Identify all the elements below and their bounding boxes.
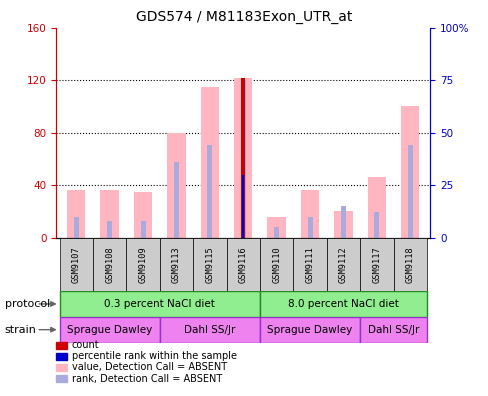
Text: GSM9115: GSM9115 [205, 246, 214, 283]
Bar [260, 317, 360, 343]
Bar [393, 238, 426, 291]
Text: GDS574 / M81183Exon_UTR_at: GDS574 / M81183Exon_UTR_at [136, 10, 352, 24]
Bar [101, 190, 119, 238]
Text: value, Detection Call = ABSENT: value, Detection Call = ABSENT [72, 362, 226, 373]
Text: rank, Detection Call = ABSENT: rank, Detection Call = ABSENT [72, 373, 222, 384]
Text: Dahl SS/Jr: Dahl SS/Jr [184, 325, 235, 335]
Text: percentile rank within the sample: percentile rank within the sample [72, 351, 236, 362]
Bar [260, 291, 426, 317]
Bar [200, 87, 219, 238]
Bar [60, 317, 160, 343]
Text: count: count [72, 340, 99, 350]
Bar [407, 145, 412, 238]
Bar [226, 238, 260, 291]
Text: GSM9117: GSM9117 [372, 246, 381, 283]
Text: Sprague Dawley: Sprague Dawley [267, 325, 352, 335]
Bar [360, 317, 426, 343]
Text: GSM9118: GSM9118 [405, 246, 414, 283]
Bar [260, 238, 293, 291]
Text: GSM9111: GSM9111 [305, 246, 314, 283]
Bar [234, 78, 252, 238]
Text: GSM9116: GSM9116 [238, 246, 247, 283]
Bar [340, 206, 346, 238]
Text: GSM9108: GSM9108 [105, 246, 114, 283]
Bar [167, 133, 185, 238]
Bar [360, 238, 393, 291]
Bar [134, 192, 152, 238]
Bar [60, 291, 260, 317]
Bar [74, 217, 79, 238]
Bar [367, 177, 385, 238]
Text: 0.3 percent NaCl diet: 0.3 percent NaCl diet [104, 299, 215, 309]
Bar [174, 162, 179, 238]
Bar [326, 238, 360, 291]
Bar [207, 145, 212, 238]
Bar [60, 238, 93, 291]
Bar [334, 211, 352, 238]
Bar [242, 175, 244, 238]
Bar [67, 190, 85, 238]
Bar [300, 190, 319, 238]
Bar [93, 238, 126, 291]
Text: GSM9109: GSM9109 [138, 246, 147, 283]
Text: protocol: protocol [5, 299, 50, 309]
Bar [160, 238, 193, 291]
Bar [107, 221, 112, 238]
Text: strain: strain [5, 325, 37, 335]
Text: 8.0 percent NaCl diet: 8.0 percent NaCl diet [287, 299, 398, 309]
Bar [140, 221, 145, 238]
Text: GSM9112: GSM9112 [338, 246, 347, 283]
Bar [240, 80, 245, 238]
Bar [400, 107, 419, 238]
Bar [307, 217, 312, 238]
Text: GSM9113: GSM9113 [172, 246, 181, 283]
Bar [274, 227, 279, 238]
Bar [374, 212, 379, 238]
Text: Dahl SS/Jr: Dahl SS/Jr [367, 325, 418, 335]
Bar [193, 238, 226, 291]
Bar [126, 238, 160, 291]
Bar [267, 217, 285, 238]
Bar [293, 238, 326, 291]
Bar [160, 317, 260, 343]
Bar [241, 78, 245, 238]
Text: GSM9110: GSM9110 [272, 246, 281, 283]
Text: Sprague Dawley: Sprague Dawley [67, 325, 152, 335]
Text: GSM9107: GSM9107 [72, 246, 81, 283]
